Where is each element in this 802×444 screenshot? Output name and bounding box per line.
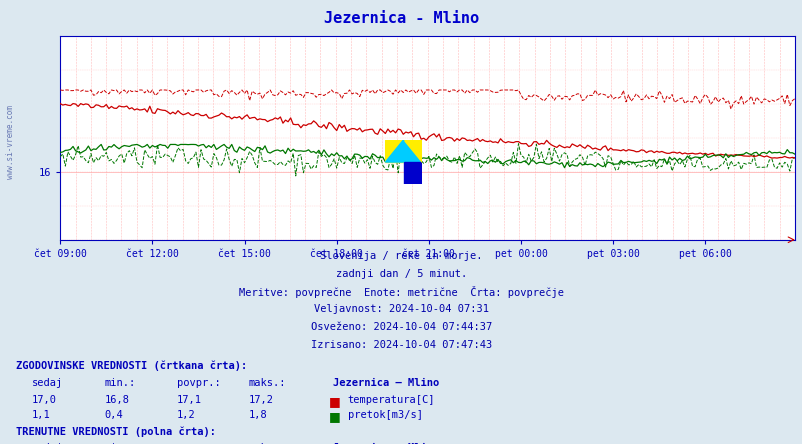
- Text: pretok[m3/s]: pretok[m3/s]: [347, 409, 422, 420]
- Bar: [385, 140, 403, 162]
- Polygon shape: [403, 140, 421, 162]
- Text: 17,0: 17,0: [32, 395, 57, 405]
- Text: min.:: min.:: [104, 443, 136, 444]
- Text: 1,2: 1,2: [176, 409, 195, 420]
- Text: www.si-vreme.com: www.si-vreme.com: [6, 105, 15, 179]
- Text: Veljavnost: 2024-10-04 07:31: Veljavnost: 2024-10-04 07:31: [314, 304, 488, 314]
- Text: 1,1: 1,1: [32, 409, 51, 420]
- Text: 17,1: 17,1: [176, 395, 201, 405]
- Text: Slovenija / reke in morje.: Slovenija / reke in morje.: [320, 251, 482, 261]
- Text: Jezernica – Mlino: Jezernica – Mlino: [333, 443, 439, 444]
- Text: 17,2: 17,2: [249, 395, 273, 405]
- Text: Osveženo: 2024-10-04 07:44:37: Osveženo: 2024-10-04 07:44:37: [310, 322, 492, 332]
- Text: Jezernica – Mlino: Jezernica – Mlino: [333, 378, 439, 388]
- Text: Izrisano: 2024-10-04 07:47:43: Izrisano: 2024-10-04 07:47:43: [310, 340, 492, 350]
- Text: maks.:: maks.:: [249, 378, 286, 388]
- Text: 16,8: 16,8: [104, 395, 129, 405]
- Text: zadnji dan / 5 minut.: zadnji dan / 5 minut.: [335, 269, 467, 279]
- Bar: [403, 162, 421, 184]
- Text: TRENUTNE VREDNOSTI (polna črta):: TRENUTNE VREDNOSTI (polna črta):: [16, 426, 216, 437]
- Polygon shape: [385, 140, 403, 162]
- Text: povpr.:: povpr.:: [176, 378, 220, 388]
- Bar: [403, 140, 421, 162]
- Text: 1,8: 1,8: [249, 409, 267, 420]
- Text: ■: ■: [329, 409, 341, 423]
- Text: temperatura[C]: temperatura[C]: [347, 395, 435, 405]
- Text: povpr.:: povpr.:: [176, 443, 220, 444]
- Text: maks.:: maks.:: [249, 443, 286, 444]
- Text: 0,4: 0,4: [104, 409, 123, 420]
- Text: ■: ■: [329, 395, 341, 408]
- Text: ZGODOVINSKE VREDNOSTI (črtkana črta):: ZGODOVINSKE VREDNOSTI (črtkana črta):: [16, 361, 247, 372]
- Text: sedaj: sedaj: [32, 378, 63, 388]
- Text: sedaj: sedaj: [32, 443, 63, 444]
- Text: Jezernica - Mlino: Jezernica - Mlino: [323, 11, 479, 26]
- Text: Meritve: povprečne  Enote: metrične  Črta: povprečje: Meritve: povprečne Enote: metrične Črta:…: [239, 286, 563, 298]
- Text: min.:: min.:: [104, 378, 136, 388]
